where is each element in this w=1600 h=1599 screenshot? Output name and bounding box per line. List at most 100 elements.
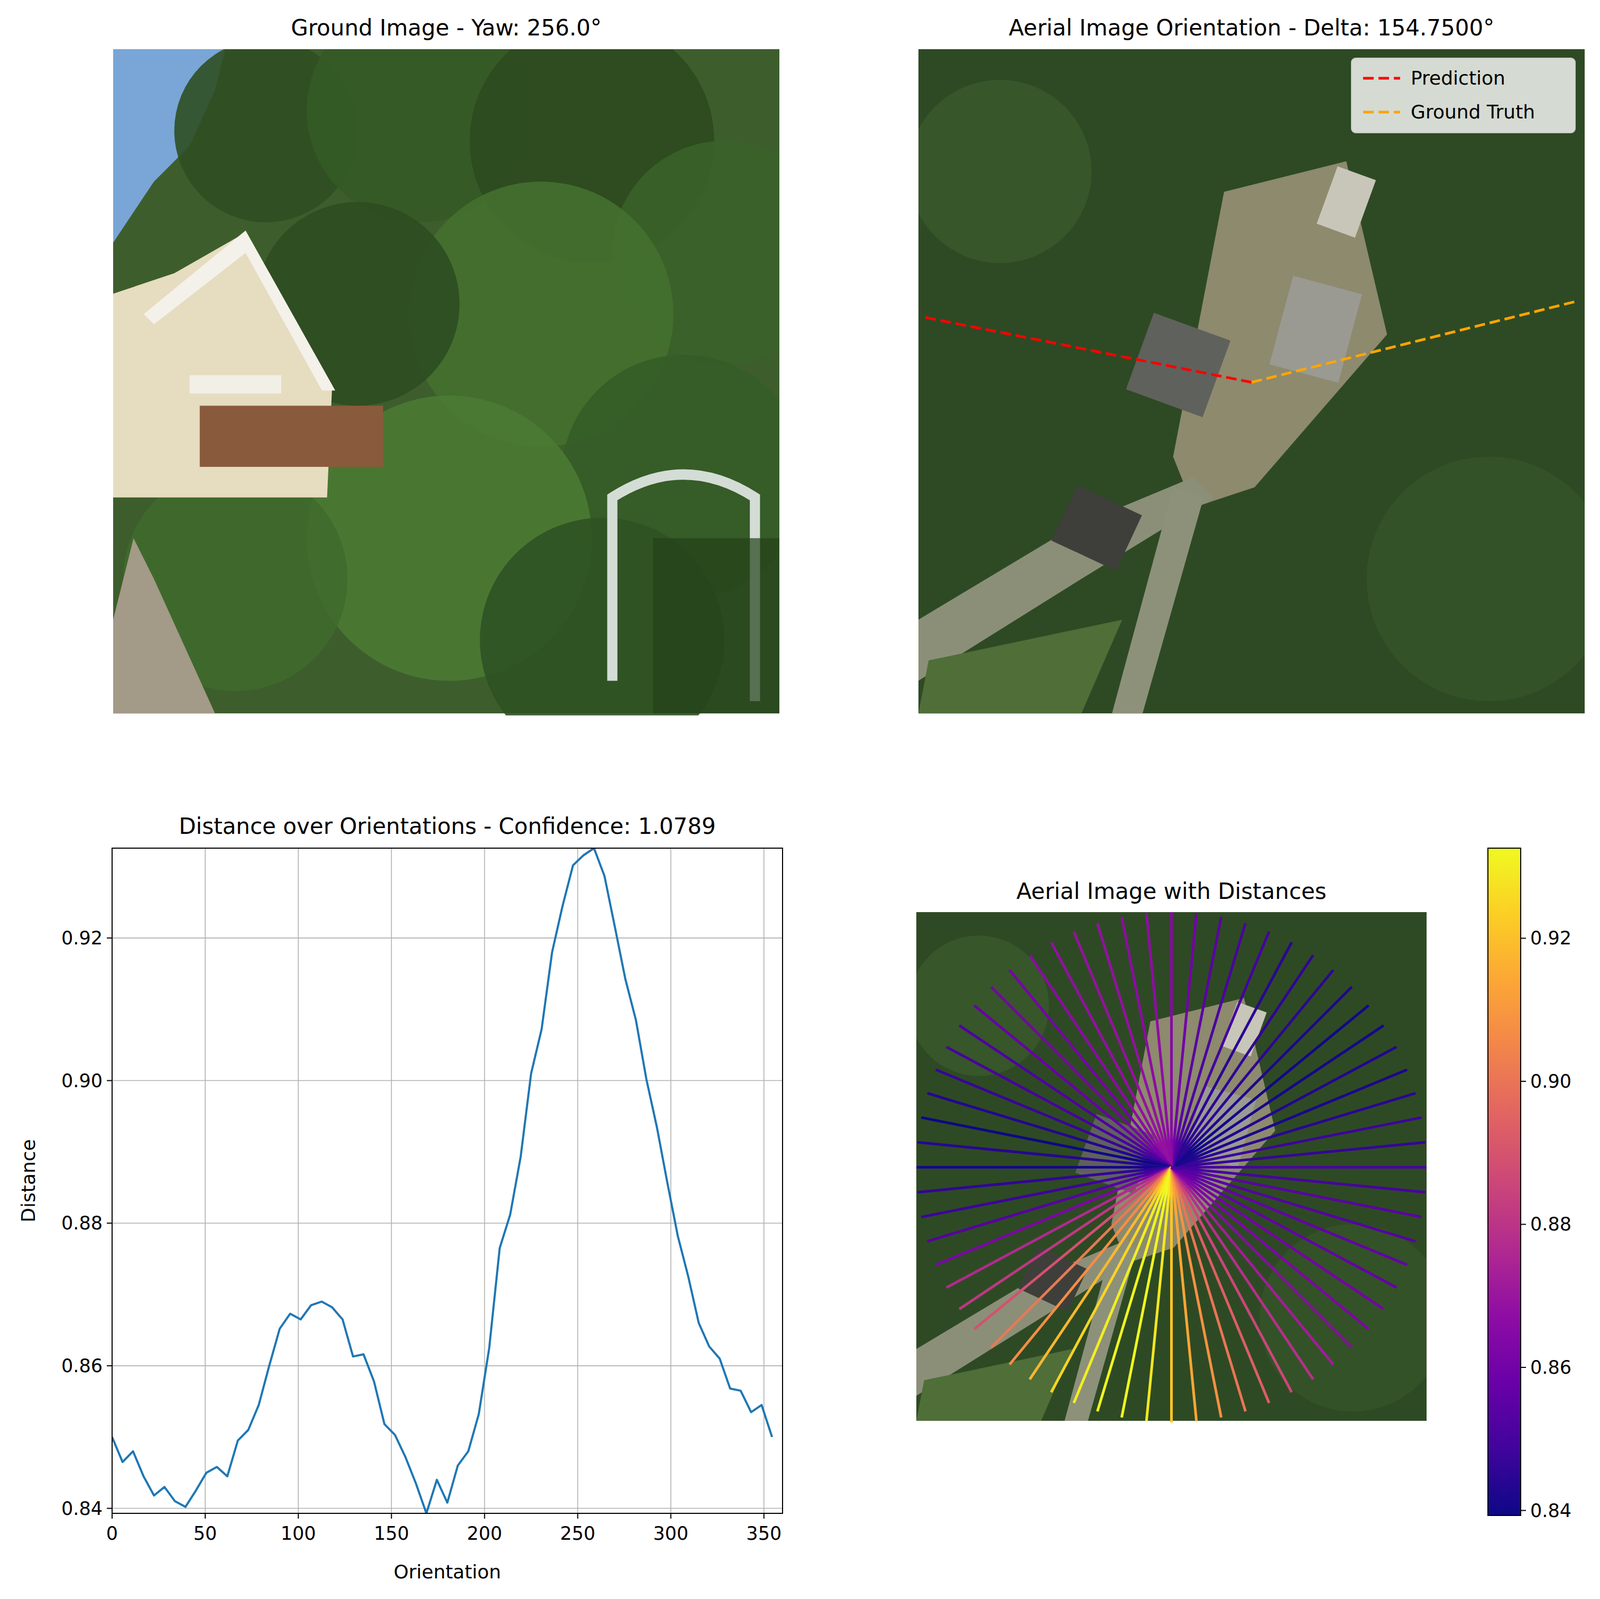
distance-ray	[1171, 1167, 1369, 1330]
ground-image	[113, 49, 780, 716]
tick-label: 100	[280, 1522, 317, 1544]
distance-ray	[1171, 1165, 1428, 1169]
tick-label: 200	[466, 1522, 503, 1544]
awning	[189, 375, 281, 394]
tick	[1520, 1080, 1526, 1082]
axis-label: Orientation	[393, 1560, 501, 1583]
aerial-scene	[918, 49, 1585, 714]
distance-ray	[917, 1142, 1172, 1167]
tick	[106, 937, 113, 939]
foliage	[916, 935, 1050, 1077]
tick	[106, 1222, 113, 1224]
tick	[106, 1365, 113, 1367]
tick	[1520, 1223, 1526, 1225]
tick	[670, 1513, 672, 1519]
roof	[1051, 485, 1143, 572]
tick-label: 0.86	[1530, 1356, 1572, 1378]
tick-label: 0.90	[61, 1070, 103, 1092]
tick	[577, 1513, 579, 1519]
line-chart: 0501001502002503003500.840.860.880.900.9…	[17, 813, 783, 1583]
deck	[199, 405, 384, 467]
legend-swatch	[1363, 111, 1401, 114]
distance-ray	[1073, 1167, 1172, 1404]
data-line	[112, 848, 772, 1514]
distance-ray	[1171, 970, 1334, 1168]
tick-label: 0.92	[61, 927, 103, 949]
tick	[106, 1080, 113, 1082]
axis-label: Distance	[17, 1138, 40, 1222]
foliage	[1366, 456, 1585, 702]
orientation-line	[1251, 301, 1575, 383]
aerial-distances	[916, 912, 1427, 1423]
grid-line	[670, 848, 672, 1514]
distance-ray	[959, 1167, 1172, 1310]
tick	[1520, 1510, 1526, 1512]
legend-box	[1351, 58, 1576, 133]
distance-ray	[1171, 1167, 1422, 1218]
orientation-line	[924, 317, 1252, 383]
distance-ray	[1171, 916, 1222, 1167]
legend-label: Prediction	[1410, 67, 1506, 89]
grid-line	[112, 1365, 783, 1367]
title: Aerial Image with Distances	[1016, 878, 1327, 905]
tick-label: 0.90	[1530, 1070, 1572, 1092]
tick-label: 300	[653, 1522, 689, 1544]
grid-line	[112, 937, 783, 939]
distance-ray	[1146, 1167, 1172, 1422]
distance-ray	[935, 1069, 1172, 1168]
foliage	[918, 79, 1092, 264]
distance-ray	[1171, 913, 1197, 1167]
tick	[106, 1507, 113, 1510]
tick-label: 0	[106, 1522, 118, 1544]
distance-ray	[1171, 1167, 1292, 1393]
tick	[483, 1513, 485, 1519]
distance-ray	[1171, 1046, 1397, 1167]
plot-area	[112, 848, 772, 1514]
distance-ray	[1171, 1167, 1314, 1380]
tick	[763, 1513, 765, 1519]
figure: Ground Image - Yaw: 256.0°Aerial Image O…	[0, 0, 1600, 1599]
tick-label: 0.84	[1530, 1500, 1572, 1522]
distance-ray	[916, 1165, 1172, 1169]
distance-ray	[946, 1167, 1172, 1288]
tick-label: 0.92	[1530, 927, 1572, 949]
grid-line	[112, 1222, 783, 1224]
distance-ray	[1009, 970, 1172, 1168]
title: Aerial Image Orientation - Delta: 154.75…	[1008, 14, 1495, 41]
roof	[1126, 312, 1231, 418]
road	[113, 538, 216, 714]
shade	[653, 538, 780, 714]
distance-ray	[1170, 1167, 1173, 1423]
distance-ray	[1051, 942, 1172, 1168]
grid-line	[112, 1080, 783, 1082]
distance-ray	[1170, 912, 1173, 1168]
distance-ray	[1171, 1167, 1334, 1365]
tick	[111, 1513, 113, 1519]
legend: Prediction Ground Truth	[1351, 58, 1576, 133]
tick-label: 0.84	[61, 1497, 103, 1520]
ground-scene	[113, 49, 780, 716]
distance-ray	[1171, 1167, 1408, 1266]
tick	[297, 1513, 299, 1519]
legend-label: Ground Truth	[1410, 100, 1535, 123]
distance-ray	[974, 1167, 1172, 1330]
tick-label: 0.86	[61, 1355, 103, 1377]
tick	[390, 1513, 392, 1519]
tick	[1520, 937, 1526, 939]
roof-trim	[143, 230, 336, 391]
distance-ray	[974, 1005, 1172, 1167]
distance-ray	[1121, 1167, 1172, 1418]
tick-label: 250	[559, 1522, 596, 1544]
plot-frame	[112, 848, 783, 1514]
roof	[1018, 1246, 1088, 1312]
tick-label: 150	[373, 1522, 410, 1544]
foliage	[1259, 1224, 1427, 1412]
tick-label: 50	[193, 1522, 218, 1544]
distance-ray	[921, 1117, 1172, 1167]
aerial-image	[918, 49, 1585, 714]
distance-ray	[1029, 954, 1172, 1167]
grid-line	[577, 848, 579, 1514]
tick-label: 0.88	[1530, 1213, 1572, 1235]
distance-ray	[1171, 1005, 1369, 1167]
distance-ray	[1171, 1167, 1426, 1193]
